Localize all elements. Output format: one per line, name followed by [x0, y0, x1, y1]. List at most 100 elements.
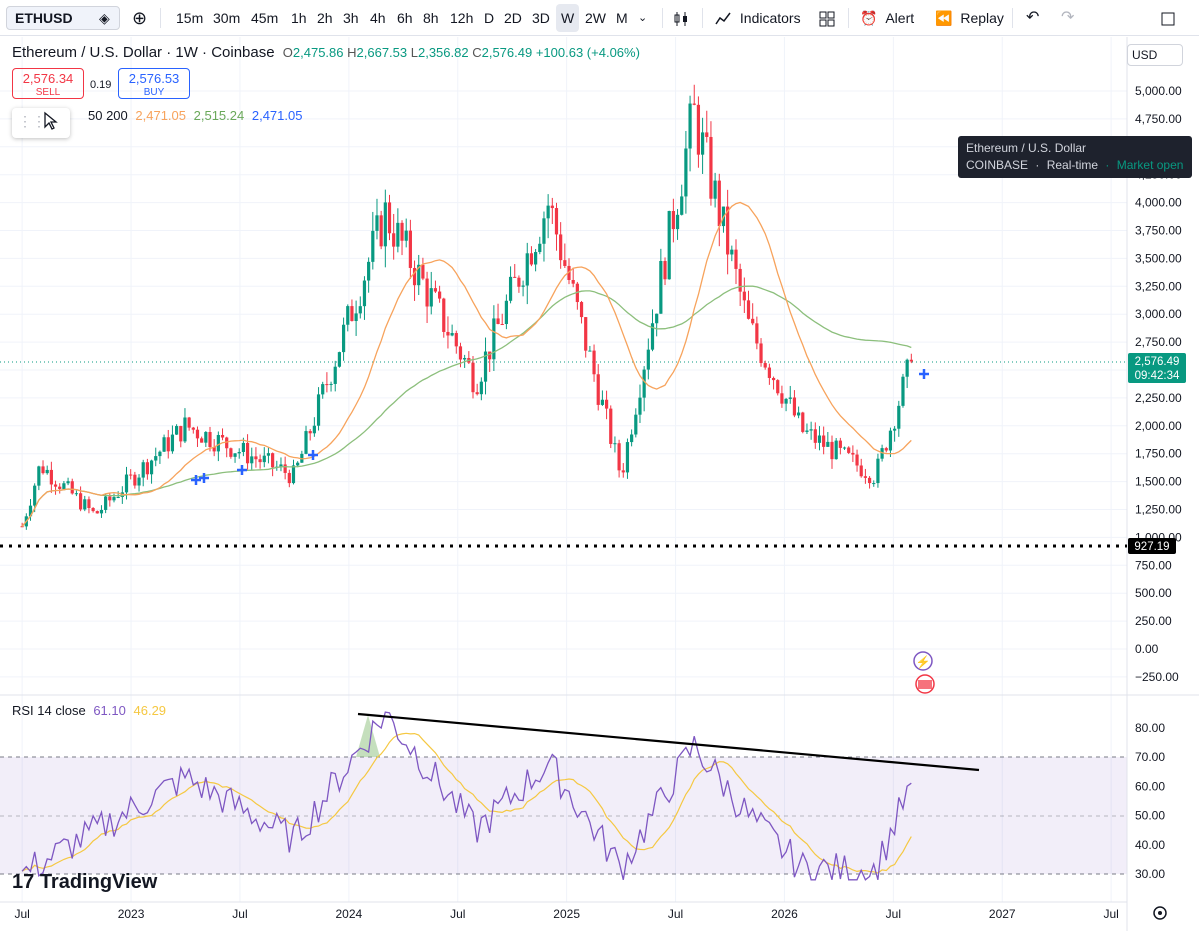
candle-body — [897, 405, 901, 429]
time-tick-label: Jul — [232, 907, 247, 921]
interval-w[interactable]: W — [556, 4, 580, 32]
candle-body — [792, 397, 797, 416]
interval-6h[interactable]: 6h — [397, 10, 413, 26]
interval-30m[interactable]: 30m — [213, 10, 241, 26]
candle-body — [529, 253, 534, 265]
rsi-trendline[interactable] — [357, 712, 980, 772]
currency-label: USD — [1132, 48, 1158, 62]
rsi-overbought-fill — [356, 715, 380, 757]
alarm-clock-icon: ⏰ — [860, 10, 878, 26]
symbol-search[interactable]: ETHUSD ◈ — [6, 6, 120, 30]
candle-body — [346, 306, 350, 325]
price-chart[interactable]: 5,000.004,750.004,500.004,250.004,000.00… — [0, 37, 1199, 931]
redo-icon[interactable]: ↷ — [1061, 9, 1075, 26]
candle-body — [880, 448, 884, 459]
hline-price-badge — [1128, 538, 1176, 554]
interval-8h[interactable]: 8h — [423, 10, 439, 26]
interval-1h[interactable]: 1h — [291, 10, 307, 26]
candle-body — [216, 434, 220, 452]
chart-pane[interactable]: 5,000.004,750.004,500.004,250.004,000.00… — [0, 37, 1199, 931]
candle-body — [788, 397, 792, 399]
rsi-ma-line — [21, 732, 912, 874]
interval-3d[interactable]: 3D — [532, 10, 550, 26]
candle-body — [671, 211, 675, 230]
drag-handle-icon[interactable]: ⋮⋮ — [18, 113, 46, 129]
candle-body — [66, 481, 70, 484]
candle-body — [525, 253, 529, 286]
candle-body — [684, 148, 688, 197]
candle-body — [133, 474, 137, 486]
alert-button[interactable]: ⏰ Alert — [860, 0, 914, 36]
interval-45m[interactable]: 45m — [251, 10, 279, 26]
candle-body — [95, 511, 99, 514]
candle-body — [191, 427, 195, 430]
tradingview-logo: 17 TradingView — [12, 871, 157, 894]
candle-body — [129, 474, 133, 476]
maximize-icon[interactable] — [1160, 0, 1176, 36]
candle-body — [797, 412, 801, 416]
interval-3h[interactable]: 3h — [343, 10, 359, 26]
time-tick-label: 2027 — [989, 907, 1016, 921]
indicators-button[interactable]: Indicators — [714, 0, 801, 36]
candle-body — [559, 234, 563, 261]
candle-body — [876, 458, 880, 484]
candle-body — [763, 363, 767, 368]
interval-12h[interactable]: 12h — [450, 10, 474, 26]
candle-body — [208, 431, 212, 448]
candle-body — [225, 437, 229, 449]
lightning-icon[interactable] — [913, 651, 933, 671]
interval-2w[interactable]: 2W — [585, 10, 606, 26]
add-symbol-icon[interactable]: ⊕ — [132, 8, 148, 28]
candle-body — [58, 486, 62, 489]
candle-body — [538, 243, 542, 253]
candle-body — [28, 505, 33, 517]
candle-body — [705, 132, 709, 137]
interval-4h[interactable]: 4h — [370, 10, 386, 26]
chevron-down-icon[interactable]: ⌄ — [638, 12, 648, 24]
candle-body — [554, 208, 559, 235]
tooltip-realtime: Real-time — [1046, 158, 1099, 172]
candle-body — [867, 477, 872, 484]
candle-body — [784, 398, 788, 404]
candle-body — [454, 333, 458, 347]
candle-body — [759, 343, 763, 364]
interval-2d[interactable]: 2D — [504, 10, 522, 26]
candle-body — [404, 230, 408, 241]
floating-toolbar[interactable]: ⋮⋮ — [12, 108, 70, 138]
candle-body — [588, 350, 592, 352]
buy-button[interactable]: 2,576.53 BUY — [118, 68, 190, 99]
divider — [160, 8, 161, 28]
interval-2h[interactable]: 2h — [317, 10, 333, 26]
rsi-ma-value: 46.29 — [133, 703, 167, 718]
candle-body — [425, 278, 429, 307]
interval-d[interactable]: D — [484, 10, 495, 26]
candle-body — [304, 431, 308, 454]
candle-body — [738, 268, 742, 292]
close-label: C — [472, 45, 482, 60]
symbol-label: ETHUSD — [15, 10, 73, 26]
replay-button[interactable]: ⏪ Replay — [935, 0, 1004, 36]
undo-icon[interactable]: ↶ — [1026, 9, 1040, 26]
templates-icon[interactable] — [818, 0, 836, 36]
interval-15m[interactable]: 15m — [176, 10, 204, 26]
candles-icon[interactable] — [672, 0, 690, 36]
price-tick-label: 0.00 — [1135, 642, 1159, 656]
candle-body — [329, 383, 333, 385]
time-tick-label: Jul — [450, 907, 465, 921]
candle-body — [842, 447, 847, 449]
interval-m[interactable]: M — [616, 10, 628, 26]
candle-body — [245, 442, 250, 464]
candle-body — [383, 202, 387, 247]
currency-select[interactable]: USD — [1127, 44, 1183, 66]
eye-icon[interactable]: ◈ — [99, 10, 110, 26]
rsi-axis-ticks: 80.00 70.00 60.00 50.00 40.00 30.00 — [1135, 721, 1165, 881]
candle-body — [692, 103, 696, 105]
flag-stripes — [918, 680, 932, 689]
sell-button[interactable]: 2,576.34 SELL — [12, 68, 84, 99]
cursor-icon[interactable] — [42, 111, 58, 136]
candle-body — [905, 359, 909, 377]
settings-gear-icon[interactable] — [1153, 906, 1167, 920]
candle-body — [124, 474, 129, 493]
divider — [702, 8, 703, 28]
candle-body — [696, 104, 701, 155]
